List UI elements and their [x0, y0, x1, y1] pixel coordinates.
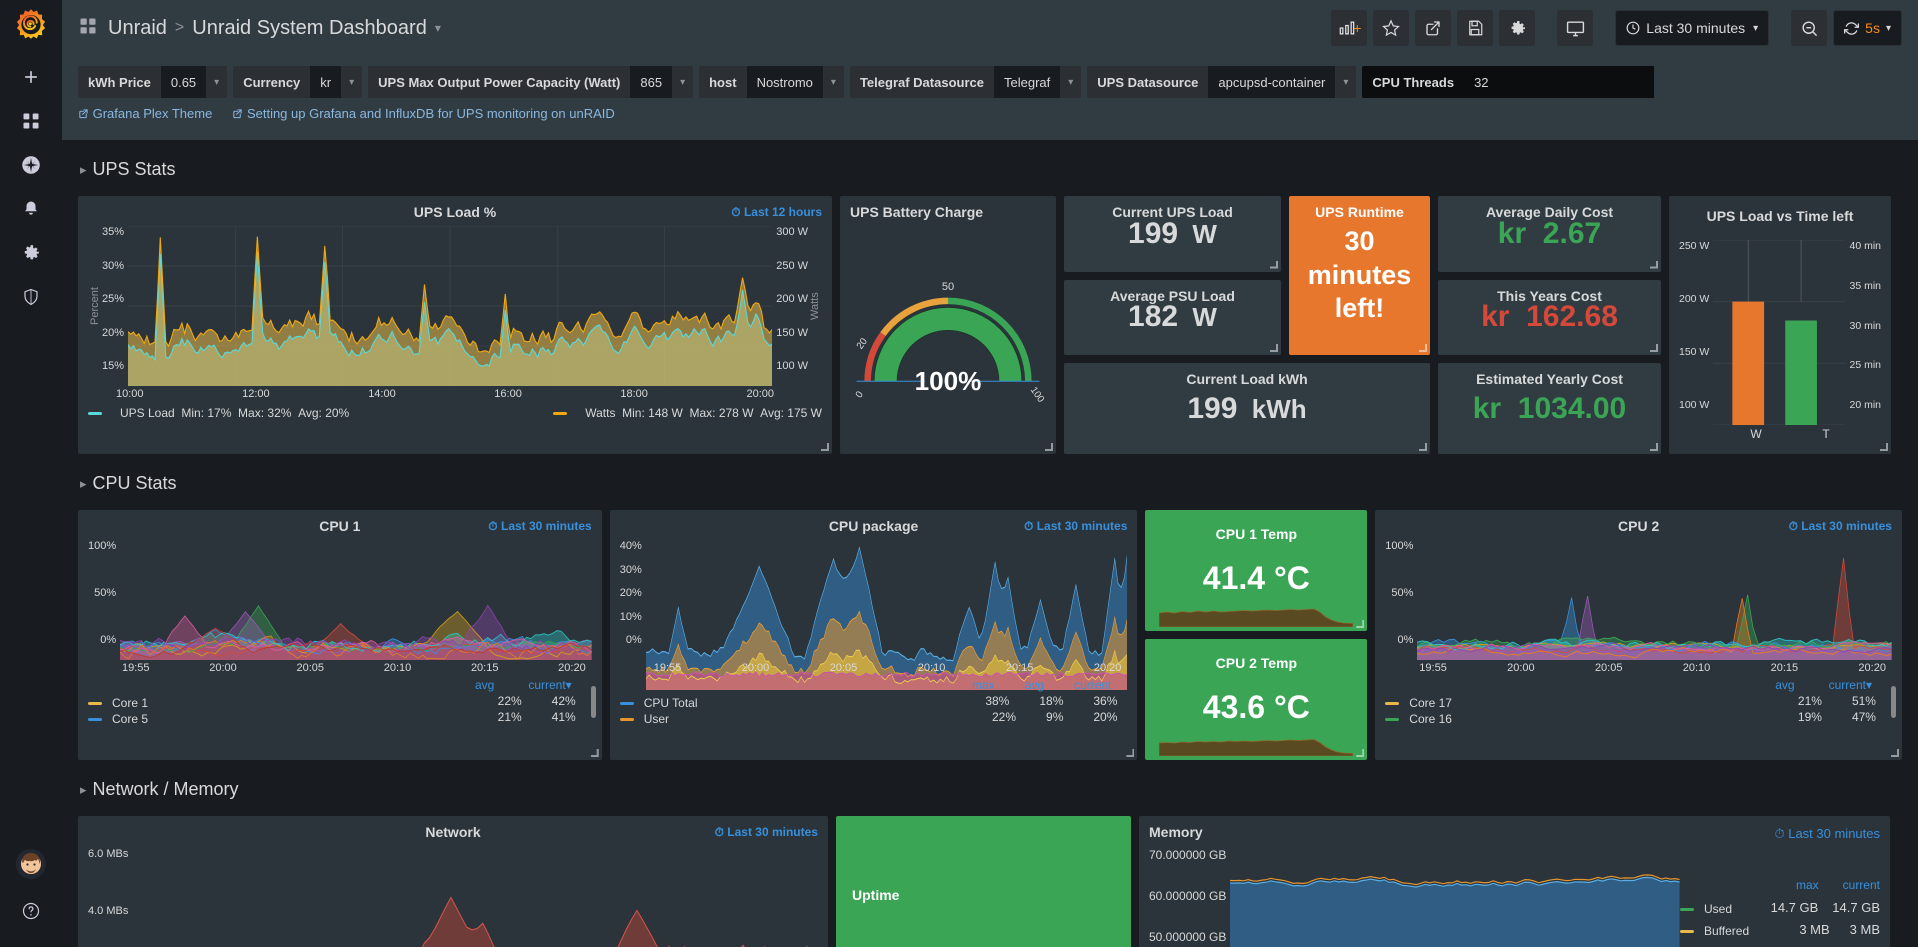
svg-text:100: 100 — [1028, 385, 1046, 405]
svg-text:100%: 100% — [915, 366, 982, 396]
svg-text:20: 20 — [855, 336, 871, 352]
svg-text:50: 50 — [942, 281, 954, 293]
svg-text:0: 0 — [854, 389, 866, 400]
